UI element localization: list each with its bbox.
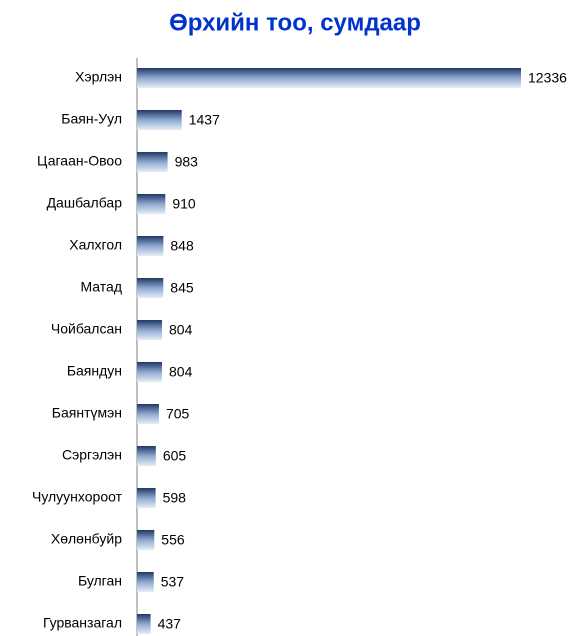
- data-label: 12336: [528, 70, 567, 86]
- category-label: Халхгол: [69, 237, 122, 253]
- category-label: Баянтүмэн: [52, 405, 122, 421]
- bar: [137, 110, 182, 130]
- category-label: Чойбалсан: [51, 321, 122, 337]
- data-label: 537: [161, 574, 185, 590]
- category-label: Чулуунхороот: [32, 489, 123, 505]
- data-label: 910: [172, 196, 196, 212]
- bar: [137, 194, 166, 214]
- category-label: Баян-Уул: [61, 111, 122, 127]
- data-label: 437: [158, 616, 182, 632]
- bar: [137, 488, 156, 508]
- data-label: 983: [175, 154, 199, 170]
- data-label: 605: [163, 448, 187, 464]
- data-label: 598: [163, 490, 187, 506]
- data-label: 556: [161, 532, 185, 548]
- data-label: 804: [169, 322, 193, 338]
- bar: [137, 614, 151, 634]
- data-label: 705: [166, 406, 190, 422]
- category-label: Хэрлэн: [75, 69, 122, 85]
- category-label: Булган: [78, 573, 122, 589]
- category-label: Цагаан-Овоо: [37, 153, 122, 169]
- bar: [137, 404, 159, 424]
- category-label: Гурванзагал: [43, 615, 122, 631]
- bar: [137, 530, 155, 550]
- data-label: 1437: [189, 112, 220, 128]
- bar: [137, 152, 168, 172]
- category-label: Баяндун: [67, 363, 122, 379]
- data-label: 845: [170, 280, 194, 296]
- chart-title: Өрхийн тоо, сумдаар: [169, 9, 421, 36]
- bar: [137, 278, 164, 298]
- bar: [137, 236, 164, 256]
- bar: [137, 572, 154, 592]
- data-label: 848: [170, 238, 194, 254]
- category-label: Хөлөнбуйр: [51, 531, 122, 547]
- category-label: Дашбалбар: [47, 195, 123, 211]
- data-label: 804: [169, 364, 193, 380]
- bar: [137, 362, 163, 382]
- bar: [137, 446, 156, 466]
- bar: [137, 320, 163, 340]
- category-label: Матад: [80, 279, 122, 295]
- category-label: Сэргэлэн: [62, 447, 122, 463]
- bar: [137, 68, 521, 88]
